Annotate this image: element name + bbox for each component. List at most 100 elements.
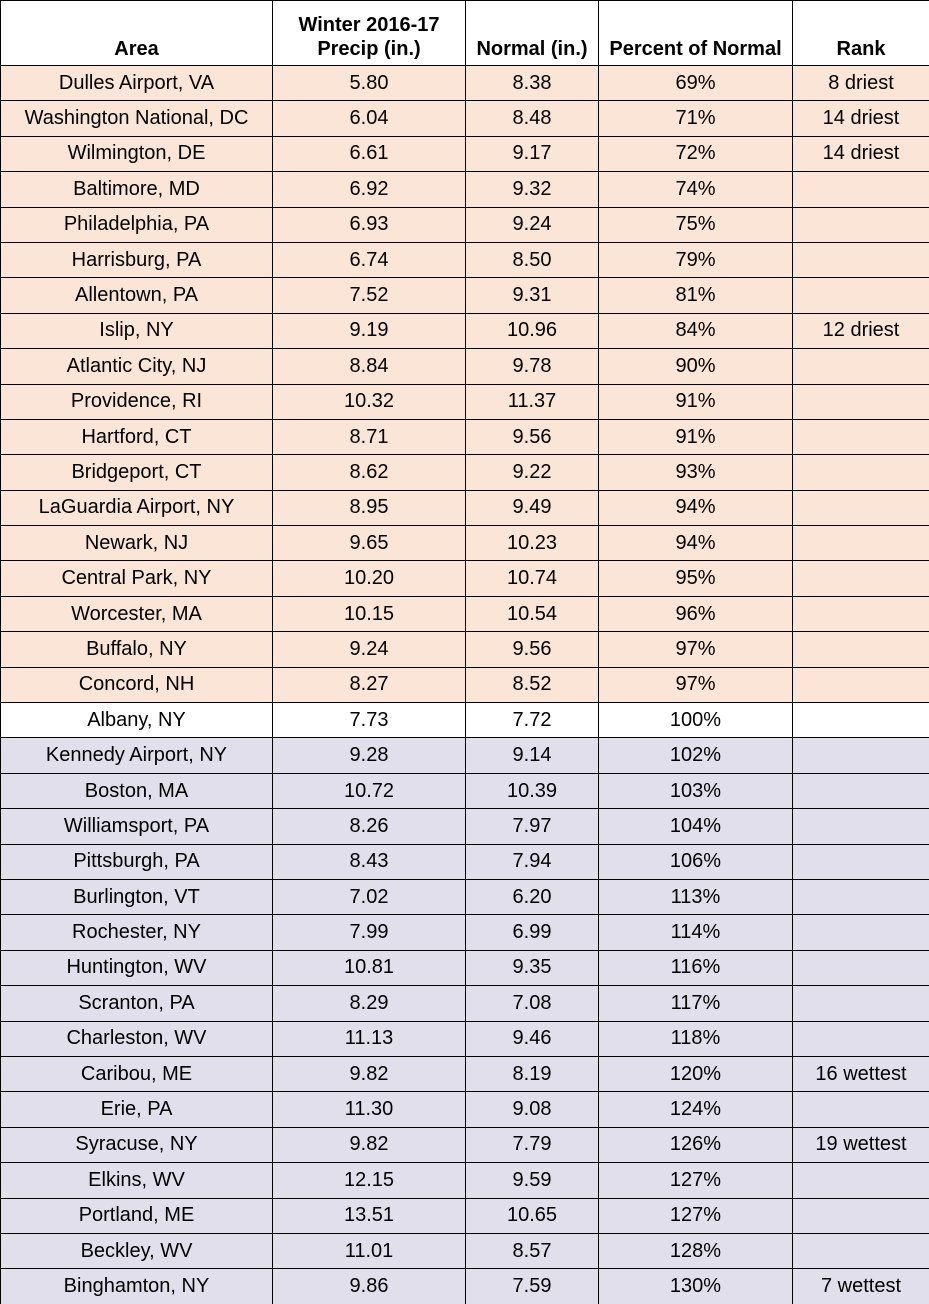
cell: 9.78: [465, 348, 599, 385]
cell: 9.24: [465, 206, 599, 243]
cell: 9.35: [465, 949, 599, 987]
cell: 9.65: [272, 525, 466, 562]
cell: Buffalo, NY: [0, 631, 273, 668]
table-row: Rochester, NY 7.99 6.99 114%: [0, 914, 929, 951]
cell: Worcester, MA: [0, 595, 273, 633]
empty-cell: [792, 277, 929, 314]
table-row: Boston, MA 10.72 10.39 103%: [0, 772, 929, 810]
cell: 103%: [598, 772, 793, 810]
header-cell: Normal (in.): [465, 0, 599, 66]
cell: 120%: [598, 1055, 793, 1093]
cell: 9.86: [272, 1268, 466, 1304]
cell: 79%: [598, 241, 793, 279]
cell: 8.19: [465, 1055, 599, 1093]
cell: Islip, NY: [0, 312, 273, 350]
cell: 128%: [598, 1232, 793, 1270]
table-row: Huntington, WV 10.81 9.35 116%: [0, 949, 929, 987]
cell: 95%: [598, 560, 793, 597]
cell: 6.20: [465, 878, 599, 916]
cell: Rochester, NY: [0, 914, 273, 951]
table-row: Kennedy Airport, NY 9.28 9.14 102%: [0, 737, 929, 774]
cell: 8.27: [272, 666, 466, 704]
table-row: Erie, PA 11.30 9.08 124%: [0, 1091, 929, 1128]
cell: 14 driest: [792, 100, 929, 137]
cell: 7.99: [272, 914, 466, 951]
cell: Scranton, PA: [0, 985, 273, 1022]
table-row: Allentown, PA 7.52 9.31 81%: [0, 277, 929, 314]
cell: 9.49: [465, 489, 599, 527]
table-row: Philadelphia, PA 6.93 9.24 75%: [0, 206, 929, 243]
cell: 12.15: [272, 1162, 466, 1199]
cell: Dulles Airport, VA: [0, 64, 273, 102]
cell: 7.72: [465, 702, 599, 739]
cell: 7 wettest: [792, 1268, 929, 1304]
cell: Bridgeport, CT: [0, 454, 273, 491]
cell: 102%: [598, 737, 793, 774]
cell: 9.59: [465, 1162, 599, 1199]
cell: 127%: [598, 1197, 793, 1234]
empty-cell: [792, 843, 929, 880]
cell: 113%: [598, 878, 793, 916]
cell: Boston, MA: [0, 772, 273, 810]
table-row: Concord, NH 8.27 8.52 97%: [0, 666, 929, 704]
cell: 81%: [598, 277, 793, 314]
cell: 8.71: [272, 418, 466, 456]
cell: 7.79: [465, 1126, 599, 1164]
cell: 10.72: [272, 772, 466, 810]
table-row: Wilmington, DE 6.61 9.17 72% 14 driest: [0, 135, 929, 173]
cell: Albany, NY: [0, 702, 273, 739]
cell: 11.13: [272, 1020, 466, 1057]
empty-cell: [792, 914, 929, 951]
cell: 126%: [598, 1126, 793, 1164]
table-row: Burlington, VT 7.02 6.20 113%: [0, 878, 929, 916]
cell: Binghamton, NY: [0, 1268, 273, 1304]
table-row: Williamsport, PA 8.26 7.97 104%: [0, 808, 929, 845]
cell: 10.54: [465, 595, 599, 633]
cell: 8.57: [465, 1232, 599, 1270]
cell: 130%: [598, 1268, 793, 1304]
cell: 104%: [598, 808, 793, 845]
cell: 11.30: [272, 1091, 466, 1128]
cell: 97%: [598, 631, 793, 668]
cell: 90%: [598, 348, 793, 385]
cell: 75%: [598, 206, 793, 243]
cell: 91%: [598, 418, 793, 456]
empty-cell: [792, 1197, 929, 1234]
table-row: Dulles Airport, VA 5.80 8.38 69% 8 driest: [0, 64, 929, 102]
table-row: Islip, NY 9.19 10.96 84% 12 driest: [0, 312, 929, 350]
cell: 8.26: [272, 808, 466, 845]
cell: 127%: [598, 1162, 793, 1199]
cell: 8 driest: [792, 64, 929, 102]
empty-cell: [792, 1091, 929, 1128]
table-row: Beckley, WV 11.01 8.57 128%: [0, 1232, 929, 1270]
table-row: Hartford, CT 8.71 9.56 91%: [0, 418, 929, 456]
empty-cell: [792, 241, 929, 279]
header-cell: Percent of Normal: [598, 0, 793, 66]
cell: 94%: [598, 489, 793, 527]
cell: 10.96: [465, 312, 599, 350]
table-row: Providence, RI 10.32 11.37 91%: [0, 383, 929, 420]
table-row: Scranton, PA 8.29 7.08 117%: [0, 985, 929, 1022]
table-row: Caribou, ME 9.82 8.19 120% 16 wettest: [0, 1055, 929, 1093]
cell: 6.93: [272, 206, 466, 243]
cell: 118%: [598, 1020, 793, 1057]
cell: 5.80: [272, 64, 466, 102]
cell: 114%: [598, 914, 793, 951]
empty-cell: [792, 631, 929, 668]
empty-cell: [792, 1020, 929, 1057]
cell: 19 wettest: [792, 1126, 929, 1164]
empty-cell: [792, 949, 929, 987]
cell: 6.74: [272, 241, 466, 279]
cell: 7.59: [465, 1268, 599, 1304]
cell: LaGuardia Airport, NY: [0, 489, 273, 527]
header-row: Area Winter 2016-17 Precip (in.) Normal (i…: [0, 0, 929, 66]
cell: 8.62: [272, 454, 466, 491]
cell: 10.32: [272, 383, 466, 420]
cell: 8.38: [465, 64, 599, 102]
empty-cell: [792, 737, 929, 774]
empty-cell: [792, 525, 929, 562]
empty-cell: [792, 878, 929, 916]
table-row: Newark, NJ 9.65 10.23 94%: [0, 525, 929, 562]
cell: Concord, NH: [0, 666, 273, 704]
cell: Washington National, DC: [0, 100, 273, 137]
